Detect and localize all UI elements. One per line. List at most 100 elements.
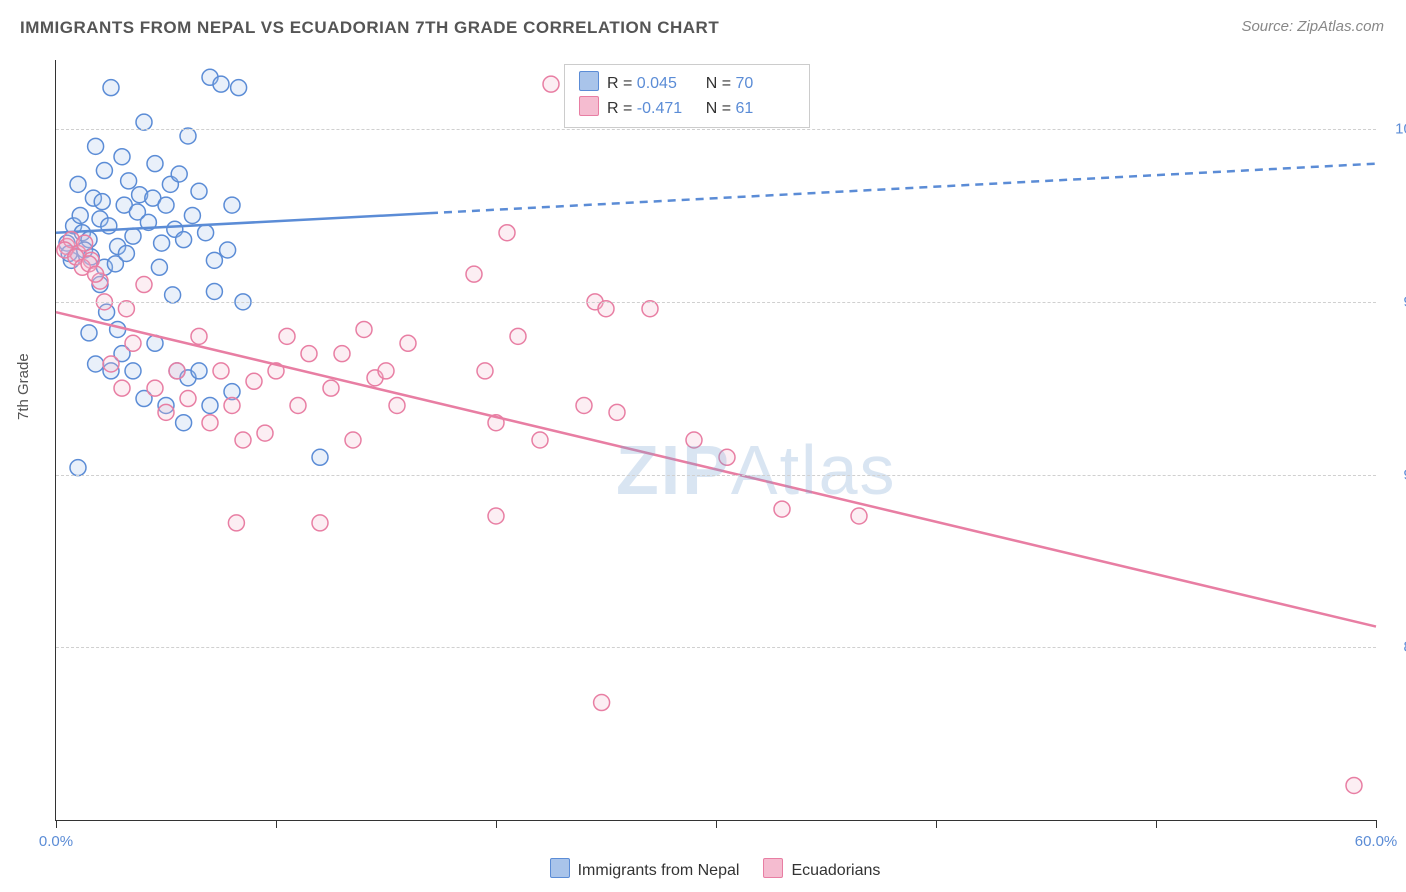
scatter-point <box>477 363 493 379</box>
legend-label: Immigrants from Nepal <box>578 862 740 879</box>
scatter-point <box>165 287 181 303</box>
x-tick <box>716 820 717 828</box>
scatter-point <box>543 76 559 92</box>
x-tick-label: 0.0% <box>39 833 73 850</box>
trend-line-extrapolated <box>430 164 1376 214</box>
gridline-h <box>56 302 1376 303</box>
scatter-point <box>220 242 236 258</box>
legend-label: Ecuadorians <box>791 862 880 879</box>
scatter-point <box>176 415 192 431</box>
watermark-bold: ZIP <box>616 431 731 509</box>
scatter-point <box>1346 777 1362 793</box>
scatter-point <box>184 207 200 223</box>
scatter-point <box>151 259 167 275</box>
scatter-point <box>176 232 192 248</box>
y-tick-label: 85.0% <box>1386 639 1406 656</box>
scatter-point <box>81 325 97 341</box>
scatter-point <box>96 163 112 179</box>
x-tick <box>276 820 277 828</box>
scatter-point <box>400 335 416 351</box>
scatter-point <box>180 391 196 407</box>
scatter-point <box>77 235 93 251</box>
x-tick <box>56 820 57 828</box>
gridline-h <box>56 647 1376 648</box>
legend-series: Immigrants from Nepal Ecuadorians <box>0 858 1406 880</box>
scatter-point <box>202 397 218 413</box>
scatter-point <box>488 508 504 524</box>
scatter-point <box>609 404 625 420</box>
gridline-h <box>56 475 1376 476</box>
scatter-point <box>191 183 207 199</box>
scatter-point <box>154 235 170 251</box>
scatter-point <box>246 373 262 389</box>
scatter-point <box>231 80 247 96</box>
scatter-point <box>136 277 152 293</box>
scatter-point <box>312 515 328 531</box>
scatter-point <box>312 449 328 465</box>
scatter-point <box>147 156 163 172</box>
scatter-point <box>121 173 137 189</box>
chart-area: R = 0.045 N = 70R = -0.471 N = 61 ZIPAtl… <box>55 60 1376 821</box>
gridline-h <box>56 129 1376 130</box>
scatter-point <box>94 194 110 210</box>
scatter-point <box>118 245 134 261</box>
scatter-point <box>257 425 273 441</box>
y-tick-label: 95.0% <box>1386 293 1406 310</box>
chart-title: IMMIGRANTS FROM NEPAL VS ECUADORIAN 7TH … <box>20 18 719 38</box>
scatter-point <box>594 695 610 711</box>
scatter-point <box>499 225 515 241</box>
scatter-point <box>206 252 222 268</box>
y-tick-label: 90.0% <box>1386 466 1406 483</box>
scatter-point <box>202 415 218 431</box>
x-tick <box>496 820 497 828</box>
scatter-point <box>125 335 141 351</box>
scatter-point <box>118 301 134 317</box>
legend-swatch <box>550 858 570 878</box>
scatter-point <box>103 80 119 96</box>
scatter-point <box>235 432 251 448</box>
scatter-point <box>158 197 174 213</box>
x-tick <box>1376 820 1377 828</box>
x-tick <box>936 820 937 828</box>
scatter-point <box>851 508 867 524</box>
scatter-point <box>290 397 306 413</box>
scatter-point <box>191 363 207 379</box>
scatter-point <box>171 166 187 182</box>
scatter-point <box>228 515 244 531</box>
scatter-point <box>88 138 104 154</box>
scatter-point <box>356 321 372 337</box>
scatter-point <box>224 397 240 413</box>
scatter-point <box>213 363 229 379</box>
scatter-point <box>510 328 526 344</box>
scatter-point <box>301 346 317 362</box>
legend-swatch <box>763 858 783 878</box>
scatter-point <box>103 356 119 372</box>
scatter-point <box>125 363 141 379</box>
scatter-point <box>532 432 548 448</box>
watermark-light: Atlas <box>731 431 897 509</box>
source-attribution: Source: ZipAtlas.com <box>1241 18 1384 35</box>
scatter-point <box>279 328 295 344</box>
scatter-point <box>598 301 614 317</box>
scatter-point <box>389 397 405 413</box>
y-axis-title: 7th Grade <box>15 353 32 420</box>
scatter-point <box>147 380 163 396</box>
scatter-point <box>114 149 130 165</box>
scatter-point <box>466 266 482 282</box>
x-tick <box>1156 820 1157 828</box>
scatter-point <box>224 197 240 213</box>
scatter-point <box>70 176 86 192</box>
scatter-point <box>136 114 152 130</box>
scatter-point <box>70 460 86 476</box>
scatter-point <box>114 380 130 396</box>
scatter-point <box>334 346 350 362</box>
x-tick-label: 60.0% <box>1355 833 1398 850</box>
scatter-point <box>72 207 88 223</box>
scatter-point <box>213 76 229 92</box>
scatter-point <box>345 432 361 448</box>
scatter-point <box>158 404 174 420</box>
scatter-point <box>180 128 196 144</box>
scatter-point <box>642 301 658 317</box>
scatter-point <box>323 380 339 396</box>
scatter-point <box>576 397 592 413</box>
